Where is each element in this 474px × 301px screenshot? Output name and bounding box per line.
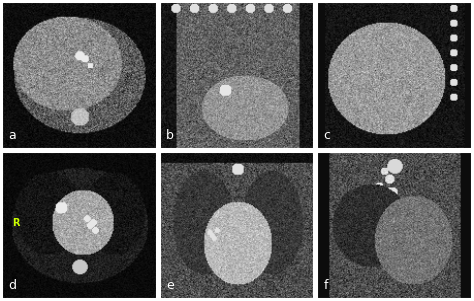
Text: e: e <box>166 279 174 292</box>
Text: b: b <box>166 129 174 142</box>
Text: d: d <box>9 279 17 292</box>
Text: f: f <box>323 279 328 292</box>
Text: R: R <box>12 218 19 228</box>
Text: c: c <box>323 129 330 142</box>
Text: a: a <box>9 129 16 142</box>
